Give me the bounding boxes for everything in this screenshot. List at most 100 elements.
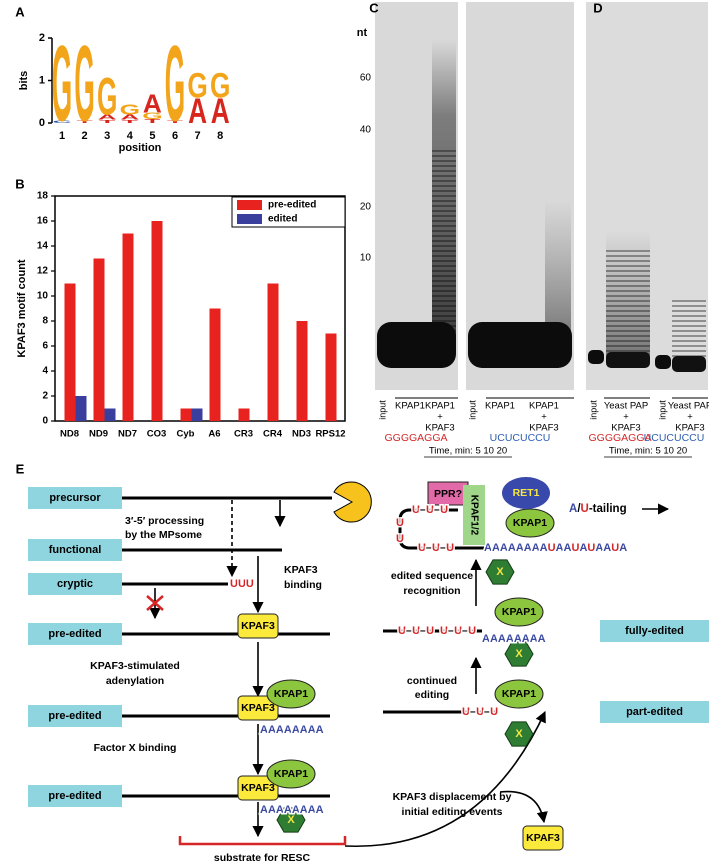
bar — [180, 408, 192, 421]
state-box — [28, 573, 122, 595]
protein-label: KPAF3 — [241, 702, 275, 714]
seq-char: U — [611, 542, 619, 554]
lane-label: input — [377, 400, 387, 420]
seq-char: U — [398, 625, 406, 637]
protein-label: KPAP1 — [502, 688, 536, 700]
lane-label: KPAP1 — [395, 401, 425, 412]
protein-label: X — [287, 814, 295, 826]
seq-char: A — [579, 542, 587, 554]
size-marker: 40 — [360, 125, 372, 136]
lane-label: + — [623, 412, 629, 423]
x-tick-label: 6 — [172, 130, 178, 142]
substrate: UCUCUCCU — [490, 432, 551, 444]
sequence: U — [396, 517, 404, 529]
sequence: U–U–U — [440, 625, 476, 637]
protein-label: X — [496, 566, 504, 578]
panel-label: E — [16, 461, 25, 476]
seq-char: U — [396, 517, 404, 529]
step-label: substrate for RESC — [214, 852, 311, 863]
seq-char: A — [522, 633, 530, 645]
gel-d — [586, 2, 708, 390]
seq-char: A — [619, 542, 627, 554]
seq-char: U — [468, 625, 476, 637]
step-label: 3′-5′ processing — [125, 515, 204, 527]
seq-char: A — [508, 542, 516, 554]
seq-char: U — [571, 542, 579, 554]
legend-swatch — [237, 200, 262, 210]
bar — [122, 233, 134, 421]
protein-label: KPAF3 — [241, 782, 275, 794]
seq-char: A — [268, 804, 276, 816]
bar — [267, 283, 279, 421]
seq-char: - — [589, 503, 593, 515]
seq-char: l — [606, 503, 609, 515]
lane-label: Yeast PAP — [668, 401, 709, 412]
y-tick-label: 8 — [42, 316, 48, 327]
kpap1 — [266, 679, 316, 709]
x-tick-label: ND3 — [292, 429, 311, 440]
panel-label: A — [15, 4, 25, 19]
y-tick-label: 14 — [37, 241, 49, 252]
logo-letter: T — [167, 120, 184, 124]
sequence: AAAAAAAA — [482, 633, 546, 645]
lane-label: KPAF3 — [425, 423, 454, 434]
seq-char: A — [498, 633, 506, 645]
seq-char: n — [613, 503, 620, 515]
seq-char: – — [484, 706, 490, 718]
logo-letter: G — [187, 66, 207, 106]
substrate: GGGGAGGA — [588, 432, 651, 444]
lane-label: KPAF3 — [675, 423, 704, 434]
sequence: AAAAAAAA — [260, 804, 324, 816]
seq-char: t — [593, 503, 597, 515]
kpaf3 — [237, 775, 279, 801]
x-tick-label: ND8 — [60, 429, 79, 440]
seq-char: A — [500, 542, 508, 554]
x-tick-label: 8 — [217, 130, 223, 142]
seq-char: A — [284, 804, 292, 816]
y-tick-label: 0 — [42, 416, 48, 427]
block-mark — [146, 595, 164, 611]
state-label: cryptic — [57, 578, 93, 590]
y-tick-label: 4 — [42, 366, 48, 377]
logo-letter: C — [53, 120, 72, 124]
gel-ladder — [672, 300, 706, 360]
gel-ladder — [606, 250, 650, 365]
step-label: editing — [415, 689, 449, 701]
lane-label: + — [541, 412, 547, 423]
x-tick-label: 7 — [195, 130, 201, 142]
ret1 — [502, 477, 550, 509]
step-label: KPAF3 displacement by — [393, 791, 512, 803]
seq-char: A — [524, 542, 532, 554]
seq-char: U — [396, 533, 404, 545]
bar — [93, 258, 105, 421]
step-label: Factor X binding — [94, 742, 177, 754]
state-box — [28, 623, 122, 645]
size-marker: 60 — [360, 73, 372, 84]
x-tick-label: 5 — [149, 130, 155, 142]
y-tick-label: 0 — [39, 117, 45, 129]
y-tick-label: 10 — [37, 291, 49, 302]
state-label: functional — [49, 544, 102, 556]
seq-char: g — [620, 503, 627, 515]
step-label: recognition — [403, 585, 460, 597]
seq-char: A — [595, 542, 603, 554]
kpaf3 — [522, 825, 564, 851]
seq-char: U — [412, 625, 420, 637]
logo-letter: G — [52, 23, 72, 144]
sequence: U–U–U — [398, 625, 434, 637]
seq-char: U — [246, 578, 254, 590]
sequence: AAAAAAAAUAAUAUAAUA — [484, 542, 627, 554]
gel-band — [606, 352, 650, 368]
legend-label: pre-edited — [268, 200, 316, 211]
seq-char: – — [470, 706, 476, 718]
seq-char: U — [426, 625, 434, 637]
seq-char: U — [412, 504, 420, 516]
sequence: U — [396, 533, 404, 545]
seq-char: – — [434, 504, 440, 516]
bar — [325, 333, 337, 421]
seq-char: A — [484, 542, 492, 554]
seq-char: U — [462, 706, 470, 718]
factor-x — [276, 807, 306, 833]
seq-char: i — [609, 503, 612, 515]
